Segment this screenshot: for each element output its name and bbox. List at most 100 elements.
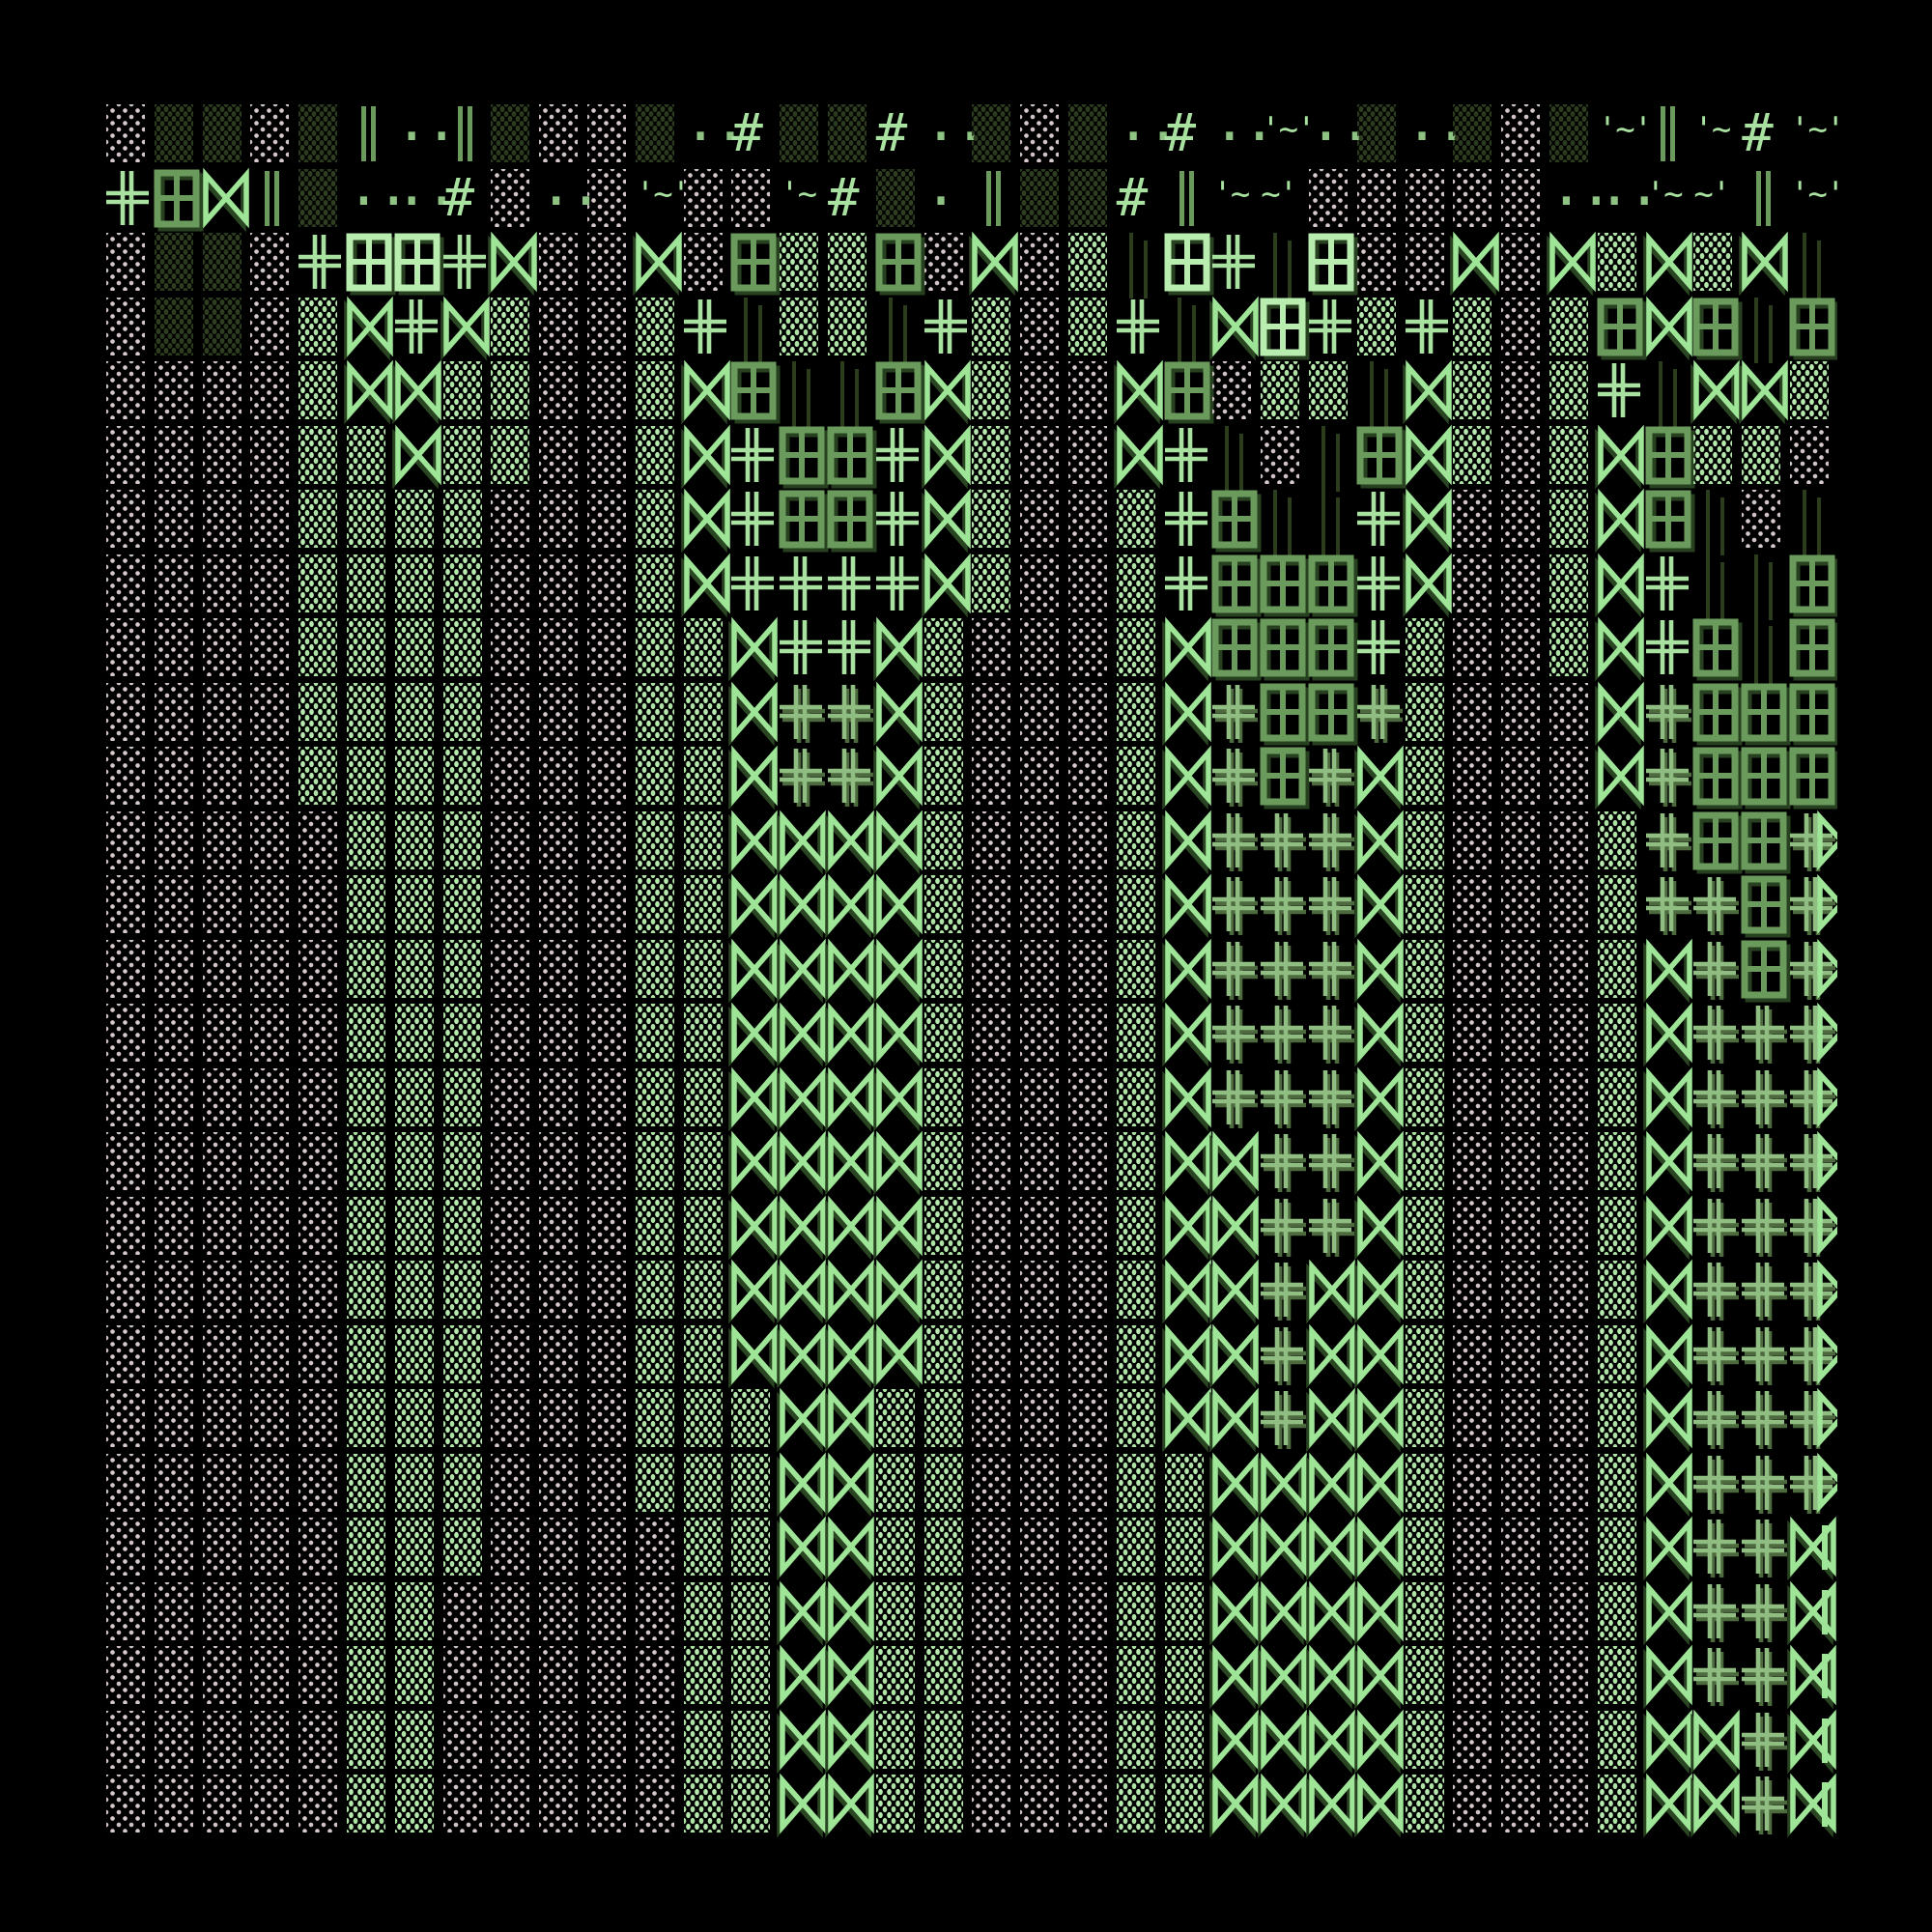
glyph-dots-pale <box>972 747 1018 807</box>
glyph-bowtie <box>1595 488 1644 554</box>
glyph-dot-pair: .. <box>1116 88 1180 154</box>
glyph-dots-pale <box>1501 1196 1548 1257</box>
glyph-hash: # <box>442 166 475 228</box>
glyph-dots-bright <box>1116 810 1163 871</box>
glyph-dots-pale <box>972 939 1018 1000</box>
glyph-bowtie <box>344 359 393 425</box>
glyph-dots-pale <box>972 1646 1018 1706</box>
glyph-cross-light <box>828 618 874 678</box>
glyph-window-medium <box>1789 554 1837 616</box>
glyph-dots-pale <box>202 1710 249 1771</box>
glyph-dots-dark <box>298 168 345 229</box>
glyph-dots-pale <box>1068 1196 1115 1257</box>
glyph-dots-pale <box>106 1004 153 1064</box>
glyph-bowtie <box>825 938 874 1003</box>
glyph-dots-pale <box>106 939 153 1000</box>
glyph-dots-pale <box>106 1389 153 1449</box>
glyph-window-light <box>1164 233 1214 296</box>
glyph-dots-pale <box>298 1132 345 1192</box>
glyph-dots-pale <box>1020 1453 1066 1514</box>
glyph-dots-pale <box>972 1067 1018 1128</box>
glyph-bowtie <box>825 1773 874 1838</box>
glyph-dots-pale <box>587 1389 634 1449</box>
glyph-dots-pale <box>154 1710 201 1771</box>
glyph-dots-pale <box>106 1261 153 1321</box>
glyph-dots-bright <box>875 1581 923 1642</box>
glyph-dots-pale <box>972 618 1018 678</box>
glyph-dots-pale <box>539 1067 585 1128</box>
glyph-dots-bright <box>394 1646 441 1706</box>
glyph-dots-bright <box>1405 875 1452 935</box>
glyph-dots-pale <box>972 682 1018 743</box>
glyph-dots-dark <box>154 297 201 357</box>
glyph-dots-bright <box>683 1389 730 1449</box>
glyph-dots-pale <box>1020 810 1066 871</box>
glyph-dots-bright <box>442 1518 490 1577</box>
glyph-bowtie <box>680 488 730 554</box>
glyph-window-medium <box>1692 683 1743 745</box>
glyph-dots-pale <box>1549 1710 1596 1771</box>
glyph-dots-pale <box>154 425 201 486</box>
glyph-dots-bright <box>923 1646 971 1706</box>
glyph-dots-pale <box>539 810 585 871</box>
glyph-window-medium <box>1260 747 1310 810</box>
glyph-dots-bright <box>1309 361 1355 421</box>
glyph-dots-pale <box>298 1004 345 1064</box>
glyph-dots-pale <box>972 810 1018 871</box>
glyph-cross-medium <box>1742 1518 1788 1577</box>
glyph-dots-pale <box>1549 1453 1596 1514</box>
glyph-dots-pale <box>298 1389 345 1449</box>
glyph-dots-bright <box>394 810 441 871</box>
glyph-cross-medium <box>1645 747 1692 807</box>
glyph-dots-pale <box>491 875 537 935</box>
glyph-dark-bars <box>1309 490 1355 555</box>
glyph-dots-bright <box>347 1581 393 1642</box>
glyph-dots-pale <box>1453 682 1499 743</box>
glyph-dots-bright <box>347 875 393 935</box>
glyph-dots-bright <box>491 425 537 486</box>
glyph-dots-pale <box>298 1261 345 1321</box>
glyph-bowtie <box>921 488 971 554</box>
glyph-dots-pale <box>154 875 201 935</box>
glyph-bowtie <box>1354 1259 1404 1324</box>
glyph-bowtie <box>1642 1773 1692 1838</box>
glyph-window-medium <box>1164 361 1214 424</box>
glyph-bowtie <box>1739 359 1788 425</box>
glyph-bowtie <box>1209 1644 1260 1710</box>
glyph-dots-pale <box>1549 1067 1596 1128</box>
glyph-dots-pale <box>491 1646 537 1706</box>
glyph-dots-pale <box>491 168 537 229</box>
glyph-dots-bright <box>1453 297 1499 357</box>
glyph-dots-bright <box>298 682 345 743</box>
glyph-dots-bright <box>1116 618 1163 678</box>
glyph-dots-pale <box>1020 1261 1066 1321</box>
glyph-bowtie <box>728 1066 779 1131</box>
glyph-dots-bright <box>1597 1646 1644 1706</box>
glyph-dots-pale <box>1453 1646 1499 1706</box>
glyph-bowtie <box>1306 1516 1355 1581</box>
glyph-window-medium <box>1211 618 1262 681</box>
glyph-cross-light <box>106 169 153 229</box>
glyph-bowtie <box>873 1066 923 1131</box>
glyph-dots-pale <box>1453 618 1499 678</box>
glyph-window-medium <box>1741 747 1791 810</box>
glyph-dots-bright <box>394 682 441 743</box>
glyph-cross-medium <box>1693 1389 1740 1449</box>
glyph-dark-bars <box>731 297 778 363</box>
glyph-dots-bright <box>1742 425 1788 486</box>
glyph-bowtie <box>825 1452 874 1517</box>
glyph-dark-bars <box>876 297 923 363</box>
glyph-cross-light <box>1164 554 1211 614</box>
glyph-dots-pale <box>972 1196 1018 1257</box>
glyph-dots-pale <box>1068 747 1115 807</box>
glyph-dots-pale <box>298 939 345 1000</box>
glyph-dots-bright <box>1597 875 1644 935</box>
glyph-quote-tilde: '~ <box>780 174 817 213</box>
glyph-dots-pale <box>539 1646 585 1706</box>
glyph-dots-bright <box>1116 1196 1163 1257</box>
glyph-dots-pale <box>1068 1132 1115 1192</box>
glyph-dots-pale <box>298 1775 345 1834</box>
glyph-dots-pale <box>1020 233 1066 293</box>
glyph-dots-pale <box>539 361 585 421</box>
glyph-dots-pale <box>1453 1775 1499 1834</box>
